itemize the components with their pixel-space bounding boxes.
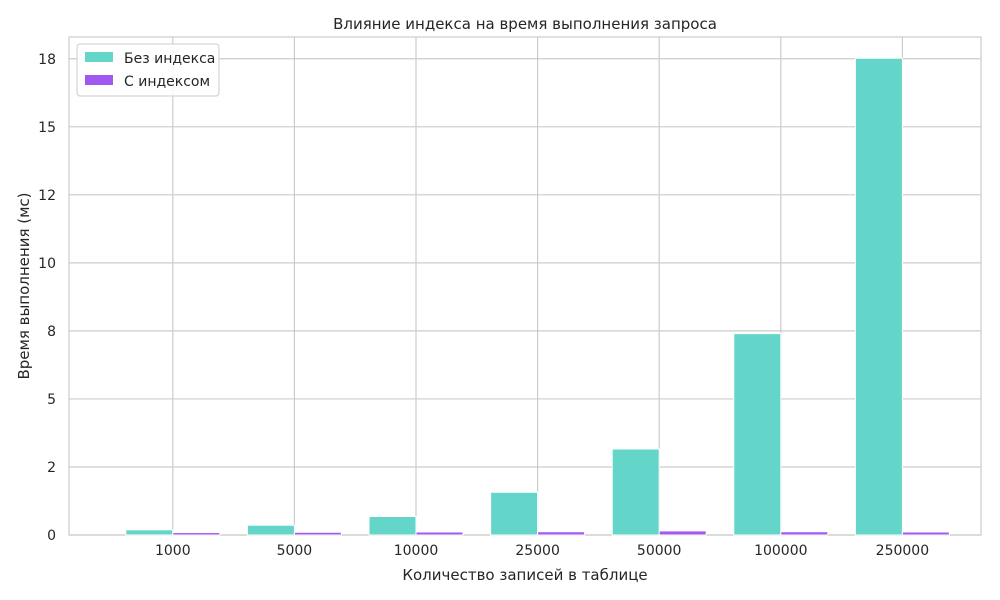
bar-no-index-10000: [368, 515, 417, 536]
y-tick-label: 5: [47, 392, 56, 408]
bar-no-index-1000: [125, 529, 174, 536]
bar-with-index-25000: [537, 531, 586, 536]
y-tick-label: 12: [38, 188, 56, 204]
bar-with-index-10000: [415, 531, 464, 536]
y-tick-label: 15: [38, 120, 56, 136]
x-axis-ticks: 1000 5000 10000 25000 50000 100000 250000: [155, 543, 929, 559]
y-tick-label: 8: [47, 324, 56, 340]
x-tick-label: 1000: [155, 543, 191, 559]
y-tick-label: 18: [38, 52, 56, 68]
bar-no-index-5000: [246, 524, 295, 536]
legend-swatch-with-index: [85, 75, 113, 85]
plot-area: [68, 36, 982, 536]
legend-swatch-no-index: [85, 52, 113, 62]
y-tick-label: 10: [38, 256, 56, 272]
bar-no-index-100000: [733, 333, 782, 536]
bar-with-index-50000: [658, 530, 707, 536]
bar-with-index-1000: [172, 532, 221, 536]
x-tick-label: 10000: [394, 543, 439, 559]
y-axis-ticks: 0 2 5 8 10 12 15 18: [38, 52, 56, 544]
bar-with-index-250000: [901, 531, 950, 536]
x-tick-label: 5000: [277, 543, 313, 559]
x-tick-label: 100000: [754, 543, 807, 559]
bar-no-index-250000: [854, 57, 903, 536]
legend: Без индекса С индексом: [76, 43, 220, 97]
x-tick-label: 25000: [515, 543, 560, 559]
x-tick-label: 250000: [876, 543, 929, 559]
bars: [125, 57, 950, 536]
bar-with-index-100000: [780, 531, 829, 536]
y-tick-label: 2: [47, 460, 56, 476]
x-axis-label: Количество записей в таблице: [402, 566, 647, 584]
bar-no-index-50000: [611, 448, 660, 536]
x-tick-label: 50000: [637, 543, 682, 559]
bar-with-index-5000: [293, 531, 342, 536]
legend-label-with-index: С индексом: [124, 74, 210, 90]
bar-no-index-25000: [490, 491, 539, 536]
y-axis-label: Время выполнения (мс): [15, 192, 33, 379]
chart-title: Влияние индекса на время выполнения запр…: [333, 15, 717, 33]
y-tick-label: 0: [47, 528, 56, 544]
legend-label-no-index: Без индекса: [124, 51, 215, 67]
